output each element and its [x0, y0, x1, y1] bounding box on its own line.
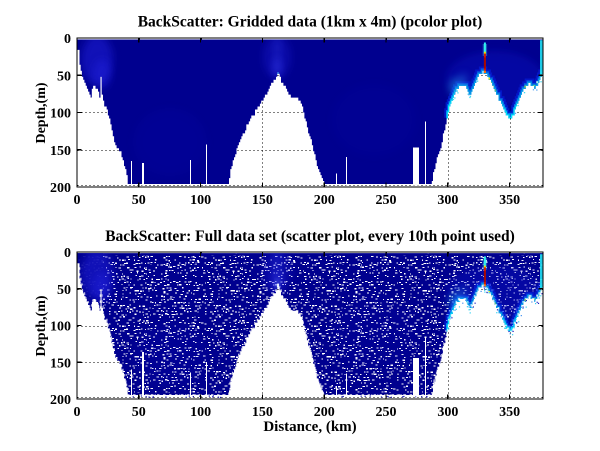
svg-text:150: 150 — [50, 144, 71, 159]
svg-text:300: 300 — [437, 193, 458, 208]
svg-text:150: 150 — [252, 405, 273, 420]
svg-text:100: 100 — [190, 405, 211, 420]
svg-text:150: 150 — [252, 193, 273, 208]
svg-text:50: 50 — [132, 193, 146, 208]
svg-text:200: 200 — [314, 405, 335, 420]
svg-text:0: 0 — [74, 405, 81, 420]
svg-text:100: 100 — [50, 320, 71, 335]
svg-text:BackScatter: Gridded data (1km: BackScatter: Gridded data (1km x 4m) (pc… — [138, 14, 483, 31]
svg-text:300: 300 — [437, 405, 458, 420]
svg-text:Distance, (km): Distance, (km) — [263, 419, 356, 435]
svg-text:0: 0 — [74, 193, 81, 208]
svg-text:200: 200 — [50, 393, 71, 408]
svg-text:50: 50 — [57, 69, 71, 84]
svg-text:350: 350 — [499, 193, 520, 208]
svg-text:BackScatter: Full data set (sc: BackScatter: Full data set (scatter plot… — [105, 228, 515, 245]
svg-text:200: 200 — [314, 193, 335, 208]
svg-text:Depth,(m): Depth,(m) — [34, 82, 49, 143]
svg-text:0: 0 — [64, 246, 71, 261]
svg-text:100: 100 — [50, 107, 71, 122]
svg-text:150: 150 — [50, 356, 71, 371]
svg-text:50: 50 — [132, 405, 146, 420]
svg-text:50: 50 — [57, 283, 71, 298]
svg-text:250: 250 — [376, 193, 397, 208]
svg-text:Depth,(m): Depth,(m) — [34, 295, 49, 356]
svg-text:100: 100 — [190, 193, 211, 208]
svg-text:350: 350 — [499, 405, 520, 420]
svg-text:200: 200 — [50, 181, 71, 196]
svg-text:250: 250 — [376, 405, 397, 420]
svg-text:0: 0 — [64, 32, 71, 47]
